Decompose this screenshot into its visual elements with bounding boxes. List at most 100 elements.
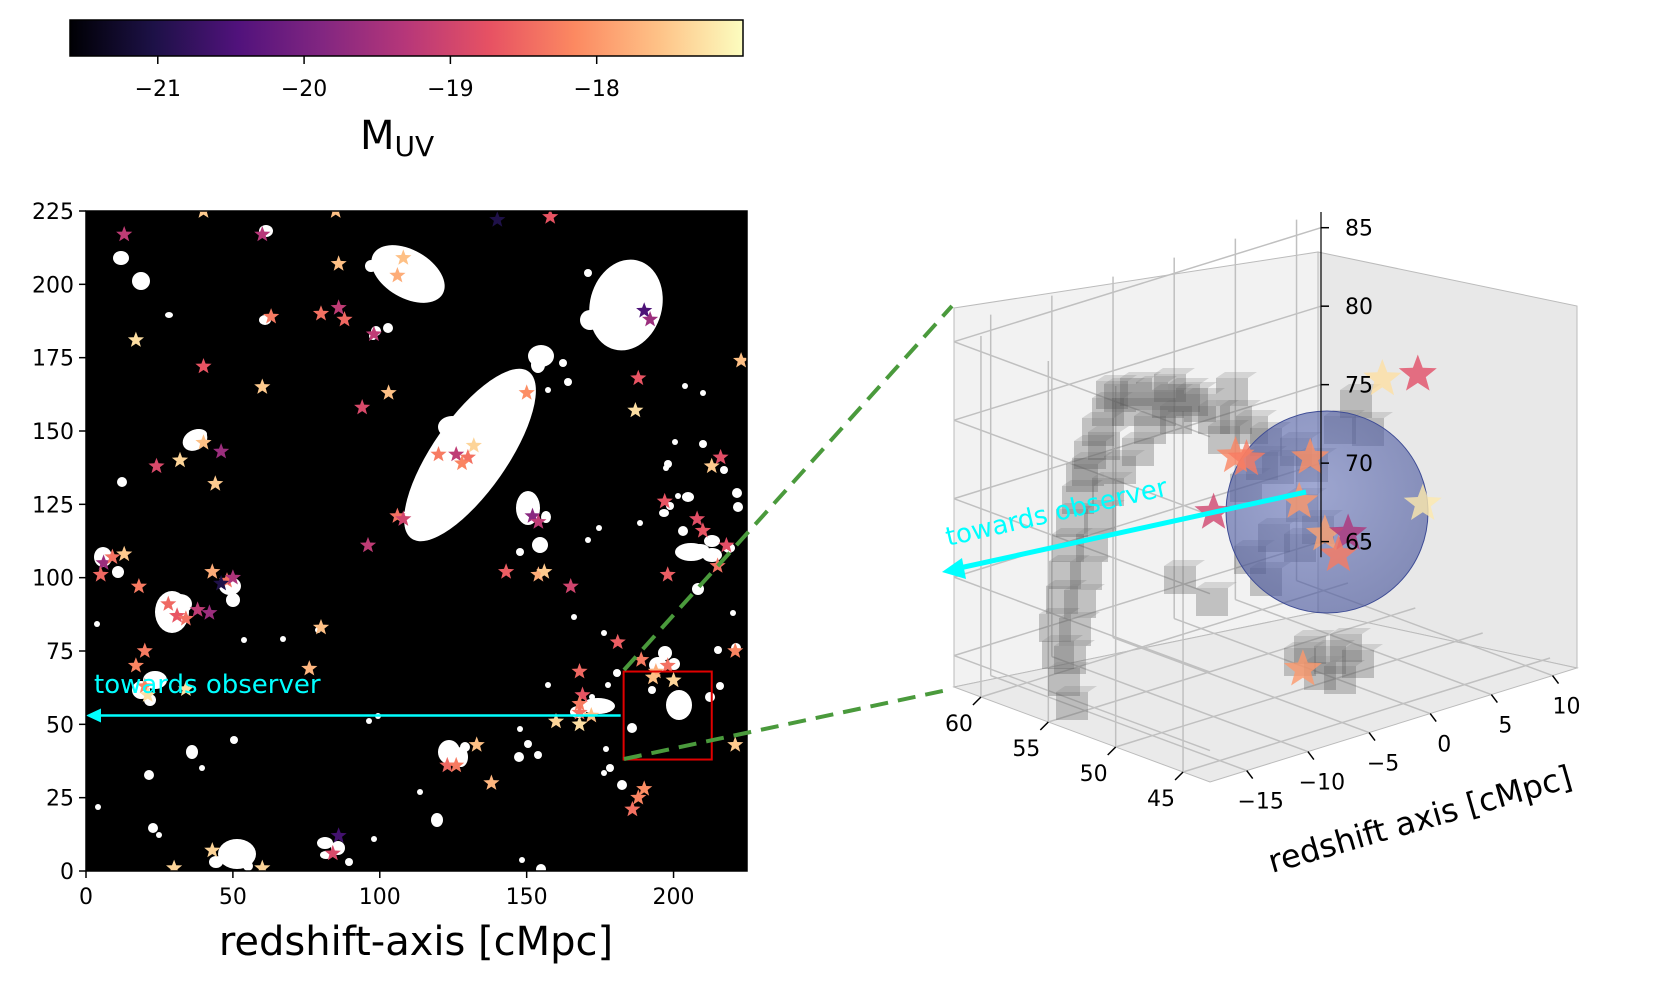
voxel bbox=[1074, 441, 1106, 469]
ionized-region bbox=[514, 752, 524, 762]
voxel-top bbox=[1284, 642, 1325, 648]
voxel-top bbox=[1052, 528, 1093, 534]
ionized-region bbox=[241, 637, 247, 643]
ionized-region bbox=[417, 789, 423, 795]
ionized-region bbox=[659, 509, 669, 517]
voxel-top bbox=[1070, 556, 1111, 562]
ionized-region bbox=[209, 856, 223, 868]
y-tick-label: 0 bbox=[60, 860, 74, 885]
ionized-region bbox=[617, 780, 627, 790]
voxel bbox=[1039, 614, 1071, 642]
voxel-top bbox=[1064, 584, 1105, 590]
ionized-region bbox=[95, 804, 101, 810]
voxel-top bbox=[1039, 608, 1080, 614]
x3-tick-label: 0 bbox=[1437, 733, 1451, 758]
galaxy-star bbox=[116, 226, 133, 242]
voxel-top bbox=[1314, 640, 1355, 646]
voxel bbox=[1096, 381, 1128, 409]
ionized-region bbox=[226, 593, 240, 607]
galaxy-star bbox=[95, 554, 112, 570]
voxel-top bbox=[1120, 372, 1161, 378]
voxel bbox=[1314, 646, 1346, 674]
voxel-top bbox=[1160, 400, 1201, 406]
ionized-region bbox=[536, 864, 546, 871]
grid-line bbox=[953, 305, 1322, 421]
voxel-top bbox=[1104, 378, 1145, 384]
voxel-top bbox=[1294, 630, 1335, 636]
colorbar-tick-label: −19 bbox=[427, 77, 473, 102]
voxel bbox=[1168, 384, 1200, 412]
galaxy-star bbox=[524, 507, 541, 523]
y3-tick bbox=[1039, 721, 1049, 731]
cube-x-ticks: −15 −10 −5 0 5 10 bbox=[1237, 675, 1581, 815]
map-panel: towards observer 0 50 100 150 200 0 25 50 75 100… bbox=[32, 200, 748, 965]
grid-line bbox=[1048, 607, 1416, 723]
galaxy-star bbox=[530, 566, 547, 582]
galaxy-star bbox=[630, 789, 647, 805]
voxel bbox=[1154, 374, 1186, 402]
grid-line bbox=[953, 497, 1211, 595]
ionized-region bbox=[691, 544, 709, 554]
ionized-region bbox=[144, 770, 154, 780]
ionized-region bbox=[610, 280, 650, 316]
galaxy-star bbox=[518, 384, 535, 400]
galaxy-star bbox=[389, 507, 406, 523]
ionized-region bbox=[603, 746, 609, 752]
galaxy-star bbox=[656, 492, 673, 509]
ionized-region bbox=[112, 566, 124, 578]
voxel-top bbox=[1352, 412, 1393, 418]
galaxy-star bbox=[198, 211, 209, 218]
grid-line bbox=[1182, 657, 1551, 773]
ionized-region bbox=[524, 740, 532, 748]
voxel-top bbox=[1324, 660, 1365, 666]
voxel bbox=[1056, 509, 1088, 537]
y3-tick-label: 60 bbox=[945, 712, 973, 737]
galaxy-star bbox=[189, 601, 206, 617]
galaxy-star bbox=[204, 842, 221, 858]
ionized-region bbox=[519, 857, 525, 863]
ionized-region bbox=[345, 858, 353, 866]
x-tick-label: 50 bbox=[219, 885, 247, 910]
galaxy-star bbox=[571, 663, 588, 679]
galaxy-star bbox=[712, 448, 729, 465]
voxel-top bbox=[1056, 503, 1097, 509]
y3-tick bbox=[972, 696, 982, 706]
galaxy-star bbox=[395, 249, 412, 265]
map-xlabel: redshift-axis [cMpc] bbox=[219, 919, 613, 965]
ionized-region bbox=[571, 614, 577, 620]
ionized-region bbox=[532, 537, 548, 553]
ionized-region bbox=[648, 686, 656, 694]
galaxy-star bbox=[733, 352, 747, 368]
ionized-region bbox=[663, 465, 669, 471]
ionized-region bbox=[186, 745, 198, 759]
z-tick-label: 80 bbox=[1345, 295, 1373, 320]
colorbar-gradient bbox=[69, 19, 744, 57]
galaxy-star bbox=[365, 325, 382, 342]
y-tick-label: 100 bbox=[32, 567, 74, 592]
ionized-region bbox=[230, 736, 238, 744]
ionized-region bbox=[699, 440, 707, 448]
ionized-region bbox=[383, 323, 393, 333]
ionized-region bbox=[545, 682, 551, 688]
galaxy-star bbox=[483, 774, 500, 790]
ionized-region bbox=[559, 359, 567, 367]
galaxy-star bbox=[330, 827, 347, 843]
ionized-region bbox=[517, 726, 523, 732]
cube-z-ticks: 65 70 75 80 85 bbox=[1320, 212, 1373, 558]
galaxy-star bbox=[312, 305, 330, 321]
y-tick-label: 50 bbox=[46, 713, 74, 738]
voxel-top bbox=[1104, 450, 1145, 456]
galaxy-star bbox=[218, 572, 236, 588]
ionized-region bbox=[666, 690, 692, 720]
galaxy-star bbox=[498, 563, 515, 579]
galaxy-star bbox=[1319, 534, 1358, 572]
galaxy-star bbox=[330, 299, 347, 315]
ionized-region bbox=[580, 310, 600, 330]
colorbar-label: MUV bbox=[360, 113, 434, 163]
zoom-connector-top bbox=[622, 304, 954, 672]
z-tick-label: 85 bbox=[1345, 217, 1373, 242]
galaxy-star bbox=[659, 657, 676, 673]
galaxy-star bbox=[224, 569, 241, 585]
galaxy-star bbox=[1305, 514, 1344, 551]
galaxy-star bbox=[530, 513, 547, 529]
